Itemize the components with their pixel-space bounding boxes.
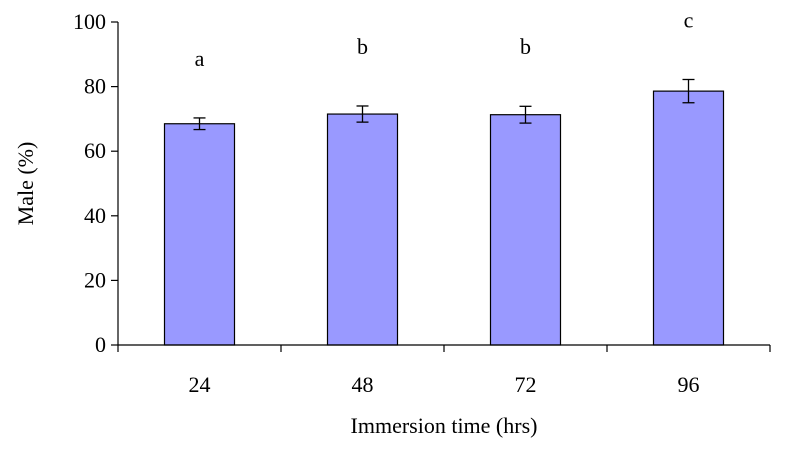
y-axis-ticks: 0 20 40 60 80 100 xyxy=(73,9,118,357)
y-axis-title: Male (%) xyxy=(13,142,38,226)
significance-labels-layer: a b b c xyxy=(195,7,694,70)
significance-label: c xyxy=(684,7,694,32)
x-tick-label: 72 xyxy=(515,372,537,397)
y-tick-label: 100 xyxy=(73,9,106,34)
x-tick-label: 96 xyxy=(678,372,700,397)
significance-label: b xyxy=(357,34,368,59)
x-tick-label: 48 xyxy=(352,372,374,397)
y-tick-label: 40 xyxy=(84,203,106,228)
bar-24 xyxy=(163,123,236,346)
x-axis-ticks: 24 48 72 96 xyxy=(117,345,771,397)
plot-area: a b b c xyxy=(163,7,725,346)
bar-48 xyxy=(326,113,399,346)
y-tick-label: 0 xyxy=(95,332,106,357)
error-bars-layer xyxy=(193,78,695,131)
bars-layer xyxy=(163,90,725,346)
significance-label: a xyxy=(195,46,205,71)
x-axis-title: Immersion time (hrs) xyxy=(351,413,538,438)
bar-96 xyxy=(652,90,725,346)
significance-label: b xyxy=(520,34,531,59)
y-tick-label: 20 xyxy=(84,267,106,292)
y-tick-label: 60 xyxy=(84,138,106,163)
y-tick-label: 80 xyxy=(84,74,106,99)
bar-72 xyxy=(489,114,562,346)
x-tick-label: 24 xyxy=(189,372,211,397)
